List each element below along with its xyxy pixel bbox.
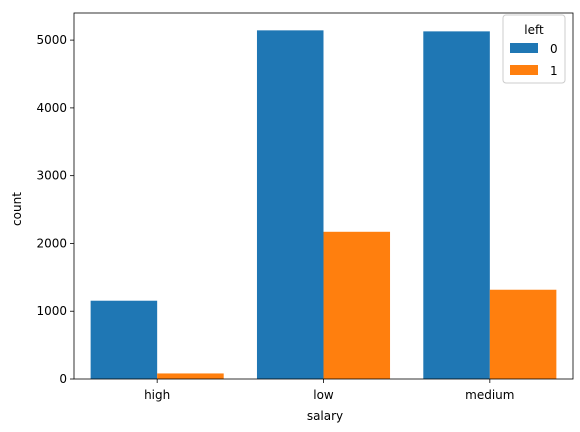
axes-frame	[73, 12, 574, 380]
bars-group	[90, 30, 557, 380]
y-tick-label: 3000	[36, 169, 67, 183]
y-tick-label: 0	[59, 372, 67, 386]
y-tick-label: 5000	[36, 33, 67, 47]
y-tick-label: 4000	[36, 101, 67, 115]
bar-high-series-1	[157, 373, 224, 379]
y-axis-label: count	[10, 192, 24, 226]
legend: left 0 1	[502, 14, 566, 84]
x-tick-label: low	[313, 388, 334, 402]
bar-low-series-0	[256, 30, 324, 380]
y-tick-label: 1000	[36, 304, 67, 318]
bar-medium-series-1	[489, 289, 557, 379]
y-axis-ticks: 0 1000 2000 3000 4000 5000	[36, 33, 74, 386]
legend-title: left	[524, 23, 544, 37]
x-axis-label: salary	[307, 409, 343, 423]
x-axis-ticks: high low medium	[144, 379, 514, 402]
legend-swatch-1	[510, 65, 538, 75]
x-tick-label: high	[144, 388, 170, 402]
x-tick-label: medium	[465, 388, 514, 402]
bar-low-series-1	[323, 231, 391, 379]
y-tick-label: 2000	[36, 236, 67, 250]
bar-medium-series-0	[423, 31, 490, 380]
bar-high-series-0	[90, 300, 158, 379]
axes-spines	[73, 12, 574, 380]
legend-swatch-0	[510, 43, 538, 53]
legend-label-1: 1	[550, 64, 558, 78]
legend-label-0: 0	[550, 42, 558, 56]
